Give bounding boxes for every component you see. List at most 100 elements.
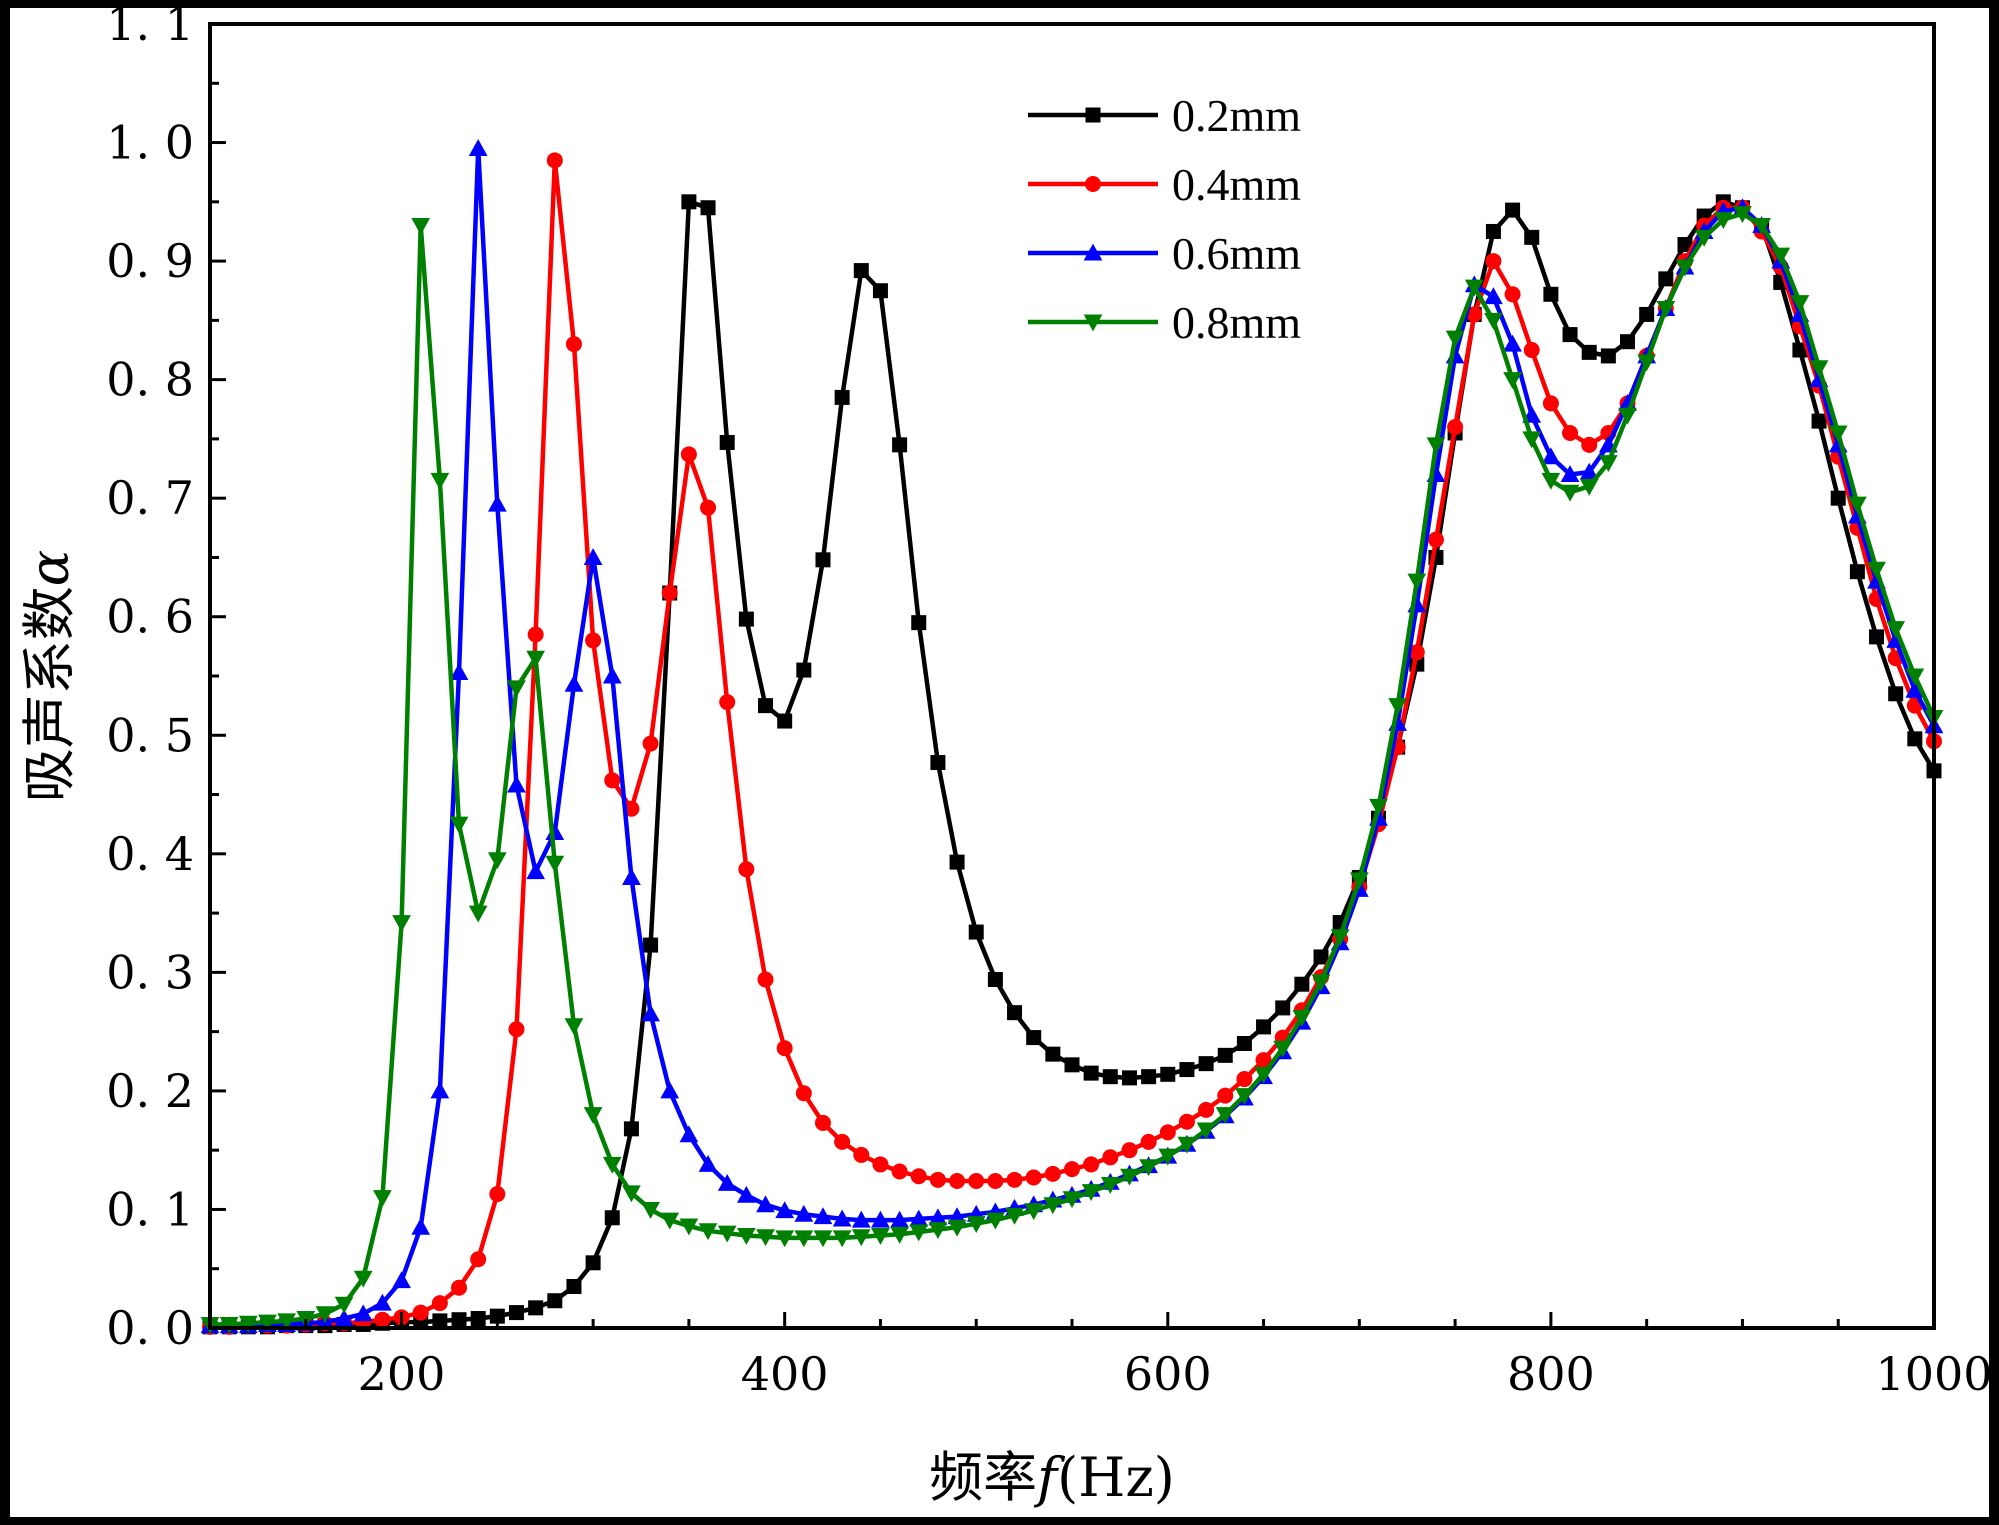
data-point (851, 1229, 871, 1247)
data-point (1043, 1197, 1063, 1215)
data-point (1081, 1184, 1101, 1202)
plot-area-frame (208, 22, 1936, 1330)
series-layer (200, 139, 1944, 1335)
data-point (928, 1208, 948, 1226)
x-tick-label: 800 (1507, 1347, 1595, 1401)
data-point (738, 861, 755, 878)
data-point (813, 1230, 833, 1248)
data-point (1541, 447, 1561, 465)
data-point (1064, 1161, 1080, 1178)
y-axis-title-text: 吸声系数 (18, 586, 81, 802)
data-point (1120, 1168, 1139, 1186)
data-point (1752, 218, 1771, 235)
data-point (1907, 731, 1923, 747)
data-point (1062, 1191, 1082, 1209)
legend-label: 0.2mm (1172, 90, 1301, 141)
data-point (1560, 465, 1580, 482)
data-point (1215, 1107, 1235, 1124)
data-point (814, 1114, 831, 1131)
y-tick-label: 1. 0 (106, 116, 194, 170)
data-point (1869, 629, 1885, 645)
data-point (679, 1125, 699, 1143)
data-point (489, 1308, 505, 1324)
data-point (1198, 1056, 1214, 1072)
data-point (911, 615, 927, 631)
data-point (1523, 342, 1540, 358)
data-point (1541, 472, 1561, 490)
data-point (700, 499, 717, 516)
data-point (1562, 327, 1578, 343)
data-point (1447, 419, 1464, 436)
data-point (717, 1225, 737, 1243)
data-point (1275, 1000, 1291, 1016)
chart-svg: 200 400 600 800 1000 0. 0 0. 1 0. 2 0. 3 0. 4 0. 5… (18, 8, 1989, 1509)
data-point (871, 1210, 890, 1228)
data-point (1159, 1124, 1176, 1141)
y-axis-title: 吸声系数α (18, 550, 81, 802)
data-point (1236, 1071, 1253, 1088)
legend-marker (1085, 107, 1101, 123)
y-tick-label: 0. 4 (106, 827, 194, 881)
data-point (373, 1293, 392, 1311)
data-point (643, 937, 659, 953)
data-point (1217, 1087, 1234, 1104)
data-point (526, 862, 546, 880)
data-point (1427, 531, 1444, 548)
data-point (719, 694, 736, 711)
series-line-0.6mm (210, 146, 1936, 1328)
data-point (1311, 974, 1331, 992)
x-axis-title-text: 频率 (929, 1446, 1037, 1509)
data-point (432, 1313, 448, 1329)
data-point (1713, 212, 1733, 229)
data-point (1677, 236, 1693, 252)
data-point (1485, 253, 1502, 270)
data-point (1313, 949, 1329, 965)
data-point (775, 1230, 795, 1248)
data-point (565, 336, 582, 353)
data-point (660, 1212, 680, 1230)
legend-label: 0.4mm (1172, 159, 1301, 210)
data-point (757, 971, 774, 988)
data-point (1100, 1177, 1120, 1194)
data-point (507, 775, 526, 793)
data-point (949, 1173, 966, 1190)
y-tick-label: 0. 8 (106, 353, 194, 407)
data-point (1236, 1035, 1252, 1051)
data-point (451, 1312, 467, 1328)
data-point (277, 1313, 296, 1331)
data-point (545, 855, 565, 873)
data-point (1637, 354, 1657, 372)
data-point (775, 1201, 795, 1219)
data-point (1121, 1142, 1138, 1159)
data-point (832, 1230, 852, 1248)
data-point (987, 971, 1003, 987)
data-point (1254, 1066, 1273, 1084)
data-point (794, 1230, 814, 1248)
legend: 0.2mm 0.4mm 0.6mm 0.8mm (1028, 90, 1301, 348)
data-point (736, 1185, 756, 1203)
data-point (468, 905, 488, 923)
data-point (756, 1229, 775, 1247)
data-point (871, 1228, 890, 1245)
data-point (680, 446, 697, 463)
data-point (1349, 872, 1369, 890)
data-point (353, 1304, 373, 1322)
x-tick-label: 200 (358, 1347, 446, 1401)
legend-marker (1083, 314, 1103, 332)
data-point (777, 713, 793, 729)
data-point (1139, 1159, 1158, 1177)
data-point (1083, 1156, 1100, 1173)
data-point (1484, 312, 1503, 330)
data-point (373, 1190, 392, 1207)
data-point (891, 1163, 908, 1180)
data-point (853, 263, 869, 279)
data-point (468, 139, 488, 156)
data-point (756, 1195, 775, 1213)
data-point (622, 868, 641, 886)
data-point (564, 1018, 584, 1036)
tick-labels: 200 400 600 800 1000 0. 0 0. 1 0. 2 0. 3 0. 4 0. 5… (106, 8, 1989, 1401)
x-tick-label: 1000 (1875, 1347, 1989, 1401)
data-point (700, 200, 716, 216)
data-point (738, 611, 754, 627)
data-point (1369, 798, 1388, 816)
